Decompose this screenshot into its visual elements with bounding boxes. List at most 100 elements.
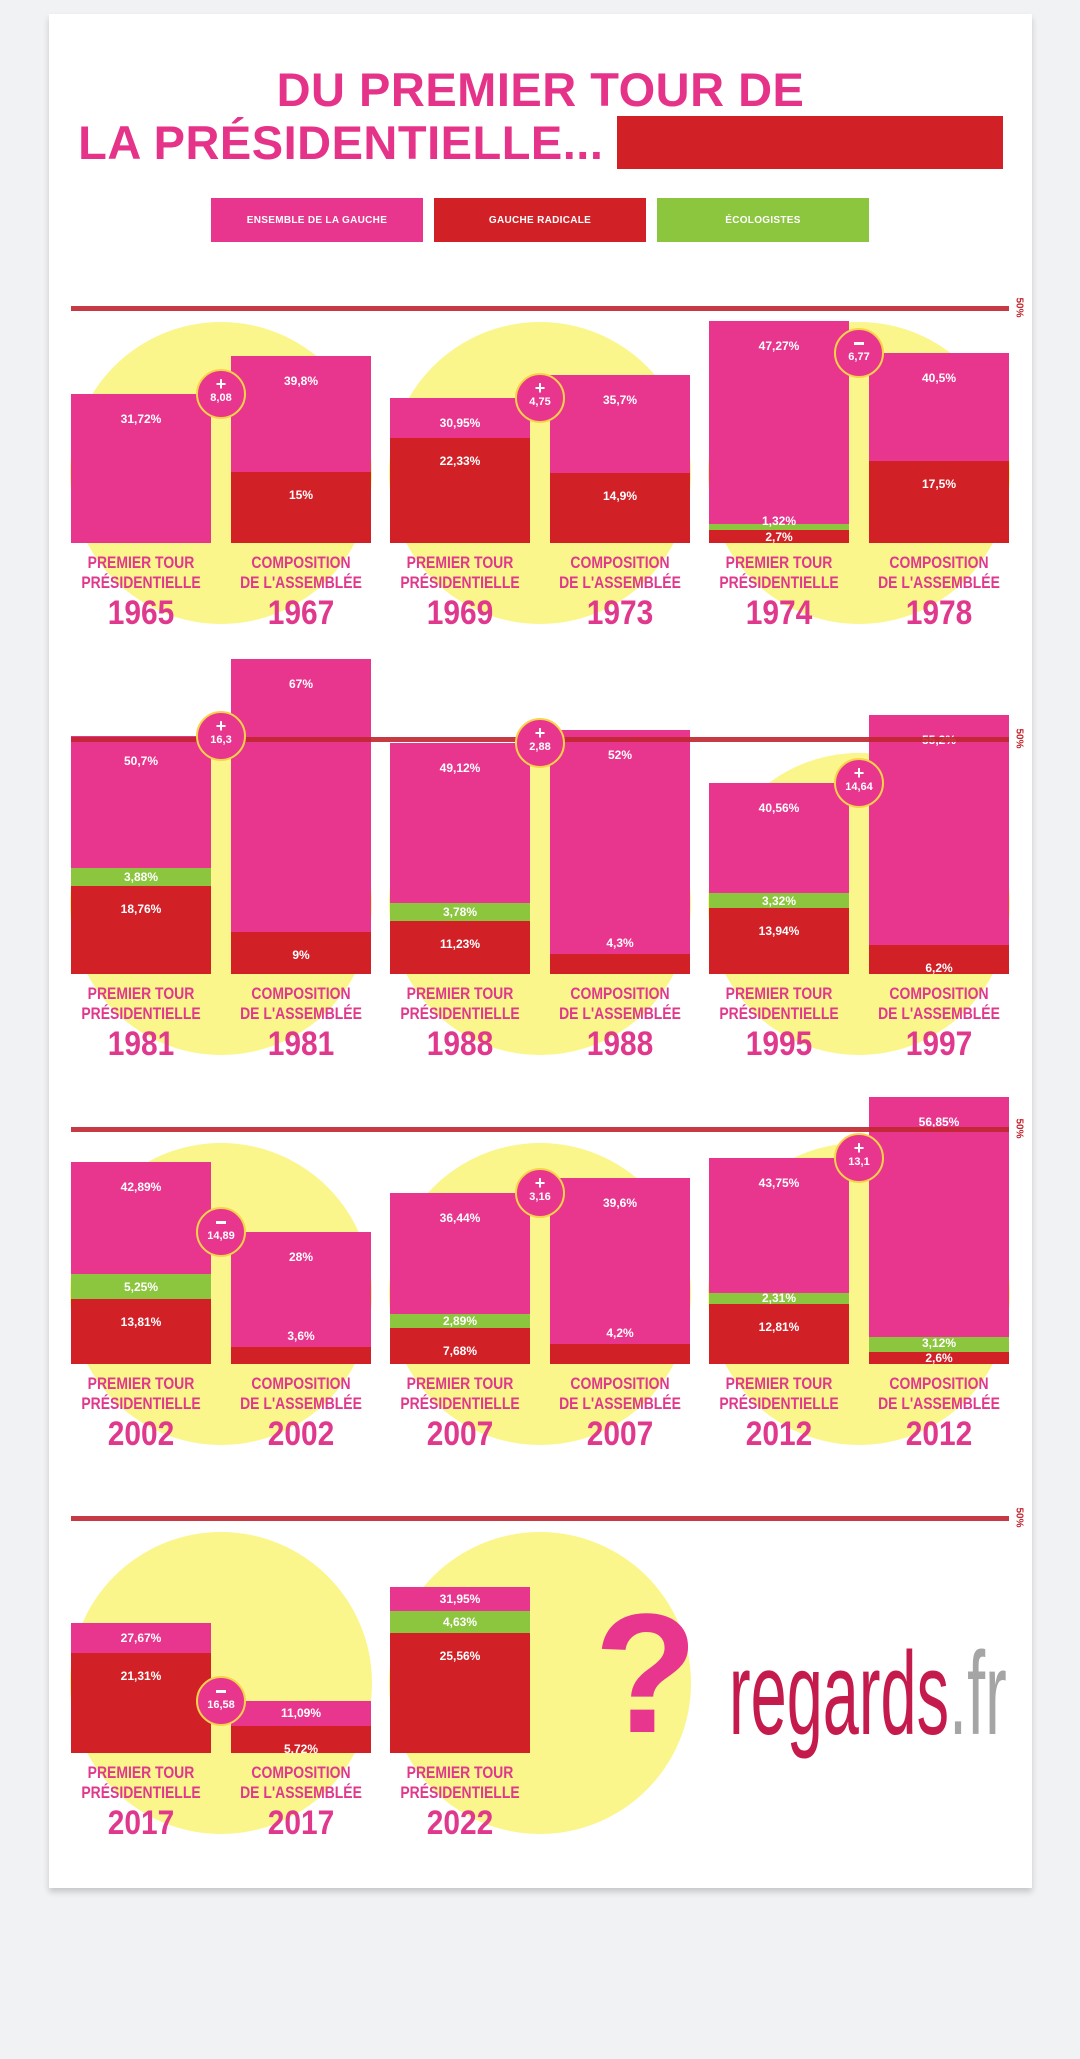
presidentielle-1981-year: 1981 xyxy=(107,1025,175,1063)
assemblee-1973-caption-line-2: DE L'ASSEMBLÉE xyxy=(559,573,681,592)
assemblee-2007-caption-line-1: COMPOSITION xyxy=(570,1374,670,1393)
bar-presidentielle-2002: 42,89% 13,81% 5,25% xyxy=(71,1162,211,1364)
yellow-pillar xyxy=(849,352,869,543)
difference-badge: ▬ 16,58 xyxy=(196,1675,246,1726)
difference-badge: +4,75 xyxy=(515,372,565,423)
segment-gauche-radicale xyxy=(231,472,371,543)
minus-icon: ▬ xyxy=(854,336,864,348)
segment-ensemble-gauche xyxy=(71,393,211,543)
bar-presidentielle-1965: 31,72% xyxy=(71,393,211,543)
value-label-ensemble: 35,7% xyxy=(602,393,638,408)
bar-assemblee-2017: 11,09% 5,72% xyxy=(231,1700,371,1756)
difference-badge: ▬ 6,77 xyxy=(834,327,884,378)
value-label-ensemble: 56,85% xyxy=(918,1114,960,1129)
bar-presidentielle-2012: 43,75% 12,81% 2,31% xyxy=(709,1158,849,1364)
difference-value: 16,58 xyxy=(207,1698,235,1711)
bar-presidentielle-1988: 49,12% 11,23% 3,78% xyxy=(390,743,530,974)
bar-assemblee-2007: 39,6% 4,2% xyxy=(550,1177,690,1364)
value-label-ensemble: 40,5% xyxy=(921,370,957,385)
assemblee-1997-year: 1997 xyxy=(905,1025,973,1063)
difference-value: 14,89 xyxy=(207,1230,235,1243)
assemblee-1967-caption-line-2: DE L'ASSEMBLÉE xyxy=(240,573,362,592)
segment-gauche-radicale xyxy=(709,1303,849,1364)
segment-ecologistes xyxy=(390,1314,530,1328)
value-label-ensemble: 11,09% xyxy=(280,1706,322,1721)
yellow-pillar xyxy=(530,743,550,974)
assemblee-1988-caption-line-2: DE L'ASSEMBLÉE xyxy=(559,1004,681,1023)
assemblee-2002-caption-line-2: DE L'ASSEMBLÉE xyxy=(240,1394,362,1413)
assemblee-1973-year: 1973 xyxy=(586,594,654,632)
segment-ensemble-gauche xyxy=(869,714,1009,974)
segment-ecologistes xyxy=(390,903,530,922)
value-label-radicale: 22,33% xyxy=(439,454,481,469)
value-label-ensemble: 50,7% xyxy=(123,753,159,768)
value-label-radicale: 3,6% xyxy=(287,1329,315,1344)
bar-presidentielle-1981: 50,7% 18,76% 3,88% xyxy=(71,735,211,974)
value-label-ensemble: 31,95% xyxy=(439,1592,481,1607)
yellow-pillar xyxy=(849,1158,869,1364)
yellow-pillar xyxy=(849,783,869,974)
value-label-ensemble: 47,27% xyxy=(758,338,800,353)
assemblee-1981-caption-line-2: DE L'ASSEMBLÉE xyxy=(240,1004,362,1023)
assemblee-1967-caption-line-1: COMPOSITION xyxy=(251,553,351,572)
presidentielle-1969-caption-line-1: PREMIER TOUR xyxy=(406,553,514,572)
presidentielle-1988-year: 1988 xyxy=(426,1025,494,1063)
assemblee-1978-caption-line-1: COMPOSITION xyxy=(889,553,989,572)
segment-ecologistes xyxy=(709,1292,849,1304)
plus-icon: + xyxy=(853,1138,865,1159)
threshold-line-50 xyxy=(71,1516,1009,1521)
presidentielle-1981-caption-line-1: PREMIER TOUR xyxy=(87,984,195,1003)
segment-gauche-radicale xyxy=(231,1347,371,1364)
presidentielle-2022-caption-line-2: PRÉSIDENTIELLE xyxy=(400,1783,520,1802)
assemblee-2012-caption-line-1: COMPOSITION xyxy=(889,1374,989,1393)
plus-icon: + xyxy=(215,715,227,736)
yellow-pillar xyxy=(530,397,550,543)
bar-assemblee-1967: 39,8% 15% xyxy=(231,355,371,543)
difference-value: 2,88 xyxy=(529,741,551,754)
segment-gauche-radicale xyxy=(71,1652,211,1753)
assemblee-2012-caption-line-2: DE L'ASSEMBLÉE xyxy=(878,1394,1000,1413)
value-label-ensemble: 28% xyxy=(288,1250,314,1265)
threshold-line-50 xyxy=(71,306,1009,311)
bar-presidentielle-2022: 31,95% 25,56% 4,63% xyxy=(390,1587,530,1753)
bar-assemblee-1981: 67% 9% xyxy=(231,659,371,974)
assemblee-1981-year: 1981 xyxy=(267,1025,335,1063)
segment-ecologistes xyxy=(869,1337,1009,1352)
value-label-ensemble: 43,75% xyxy=(758,1176,800,1191)
value-label-radicale: 25,56% xyxy=(439,1648,481,1663)
threshold-label-50: 50% xyxy=(1013,1507,1025,1528)
value-label-radicale: 4,2% xyxy=(606,1326,634,1341)
presidentielle-1974-caption-line-2: PRÉSIDENTIELLE xyxy=(719,573,839,592)
segment-gauche-radicale xyxy=(709,908,849,974)
assemblee-2017-year: 2017 xyxy=(267,1804,335,1842)
presidentielle-2007-year: 2007 xyxy=(426,1415,494,1453)
segment-gauche-radicale xyxy=(71,1299,211,1364)
value-label-radicale: 13,94% xyxy=(758,924,800,939)
segment-gauche-radicale xyxy=(390,1327,530,1364)
yellow-pillar xyxy=(530,1192,550,1364)
value-label-ensemble: 30,95% xyxy=(439,415,481,430)
difference-badge: ▬ 14,89 xyxy=(196,1207,246,1258)
value-label-radicale: 14,9% xyxy=(602,488,638,503)
value-label-radicale: 21,31% xyxy=(120,1668,162,1683)
segment-ensemble-gauche xyxy=(550,729,690,974)
difference-value: 4,75 xyxy=(529,395,551,408)
legend-ensemble-gauche: ENSEMBLE DE LA GAUCHE xyxy=(211,198,423,242)
value-label-ensemble: 52% xyxy=(607,747,633,762)
presidentielle-1969-caption-line-2: PRÉSIDENTIELLE xyxy=(400,573,520,592)
segment-ensemble-gauche xyxy=(231,659,371,974)
assemblee-1988-caption-line-1: COMPOSITION xyxy=(570,984,670,1003)
bar-presidentielle-1969: 30,95% 22,33% xyxy=(390,397,530,543)
value-label-ecologistes: 2,31% xyxy=(761,1291,797,1306)
assemblee-1967-year: 1967 xyxy=(267,594,335,632)
title-pink-part: LA PRÉSIDENTIELLE... xyxy=(78,116,604,169)
plus-icon: + xyxy=(534,723,546,744)
logo-suffix: .fr xyxy=(949,1628,1007,1760)
presidentielle-1965-caption-line-2: PRÉSIDENTIELLE xyxy=(81,573,201,592)
presidentielle-2017-caption-line-2: PRÉSIDENTIELLE xyxy=(81,1783,201,1802)
value-label-ecologistes: 2,89% xyxy=(442,1314,478,1329)
value-label-ecologistes: 5,25% xyxy=(123,1279,159,1294)
difference-badge: +16,3 xyxy=(196,710,246,761)
assemblee-2002-caption-line-1: COMPOSITION xyxy=(251,1374,351,1393)
threshold-label-50: 50% xyxy=(1013,1118,1025,1139)
